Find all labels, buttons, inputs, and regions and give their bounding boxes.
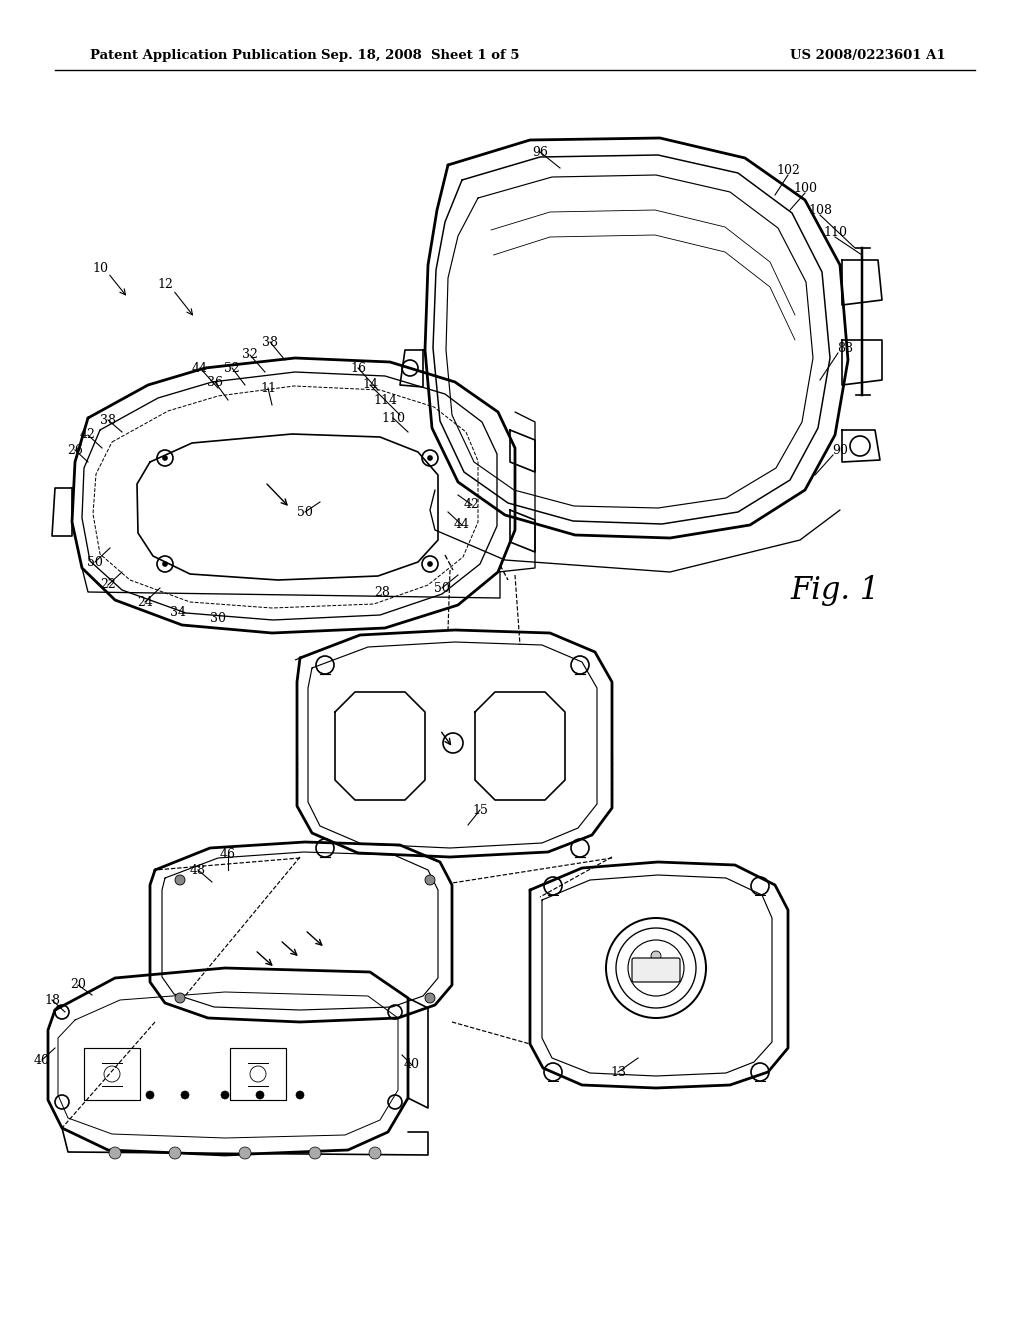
Text: 52: 52 (224, 362, 240, 375)
Text: 38: 38 (100, 413, 116, 426)
Text: Sep. 18, 2008  Sheet 1 of 5: Sep. 18, 2008 Sheet 1 of 5 (321, 49, 519, 62)
Text: 38: 38 (262, 335, 278, 348)
Text: 24: 24 (137, 595, 153, 609)
Text: 40: 40 (404, 1059, 420, 1072)
Text: 44: 44 (193, 362, 208, 375)
Text: 50: 50 (434, 582, 450, 594)
Text: Patent Application Publication: Patent Application Publication (90, 49, 316, 62)
Text: 36: 36 (207, 375, 223, 388)
Circle shape (256, 1092, 264, 1100)
Circle shape (146, 1092, 154, 1100)
Text: 90: 90 (833, 444, 848, 457)
Circle shape (163, 455, 167, 459)
Text: 10: 10 (92, 261, 108, 275)
Text: 100: 100 (793, 181, 817, 194)
Circle shape (369, 1147, 381, 1159)
Text: 44: 44 (454, 519, 470, 532)
Circle shape (425, 875, 435, 884)
Text: Fig. 1: Fig. 1 (790, 574, 880, 606)
Text: 20: 20 (70, 978, 86, 991)
Text: 12: 12 (157, 279, 173, 292)
Text: 96: 96 (532, 145, 548, 158)
Circle shape (221, 1092, 229, 1100)
Circle shape (296, 1092, 304, 1100)
Text: 102: 102 (776, 164, 800, 177)
Text: 50: 50 (297, 506, 313, 519)
Circle shape (425, 993, 435, 1003)
Circle shape (309, 1147, 321, 1159)
Text: 42: 42 (464, 499, 480, 511)
Text: 14: 14 (362, 379, 378, 392)
Text: 18: 18 (44, 994, 60, 1006)
Circle shape (175, 875, 185, 884)
Text: 108: 108 (808, 203, 831, 216)
Text: 48: 48 (190, 863, 206, 876)
Text: 46: 46 (220, 849, 236, 862)
Circle shape (181, 1092, 189, 1100)
Text: 11: 11 (260, 381, 276, 395)
Circle shape (109, 1147, 121, 1159)
Text: 50: 50 (87, 556, 103, 569)
Text: 110: 110 (823, 226, 847, 239)
Text: 32: 32 (242, 348, 258, 362)
Text: 26: 26 (67, 444, 83, 457)
Text: 28: 28 (374, 586, 390, 598)
Circle shape (239, 1147, 251, 1159)
FancyBboxPatch shape (632, 958, 680, 982)
Text: 110: 110 (381, 412, 406, 425)
Text: 88: 88 (837, 342, 853, 355)
Text: 22: 22 (100, 578, 116, 591)
Text: 16: 16 (350, 362, 366, 375)
Text: 30: 30 (210, 611, 226, 624)
Circle shape (169, 1147, 181, 1159)
Text: 42: 42 (80, 429, 96, 441)
Circle shape (651, 950, 662, 961)
Circle shape (163, 562, 167, 566)
Text: 114: 114 (373, 393, 397, 407)
Circle shape (428, 562, 432, 566)
Text: 40: 40 (34, 1053, 50, 1067)
Text: 15: 15 (472, 804, 488, 817)
Circle shape (428, 455, 432, 459)
Text: US 2008/0223601 A1: US 2008/0223601 A1 (790, 49, 945, 62)
Text: 34: 34 (170, 606, 186, 619)
Circle shape (175, 993, 185, 1003)
Text: 13: 13 (610, 1065, 626, 1078)
